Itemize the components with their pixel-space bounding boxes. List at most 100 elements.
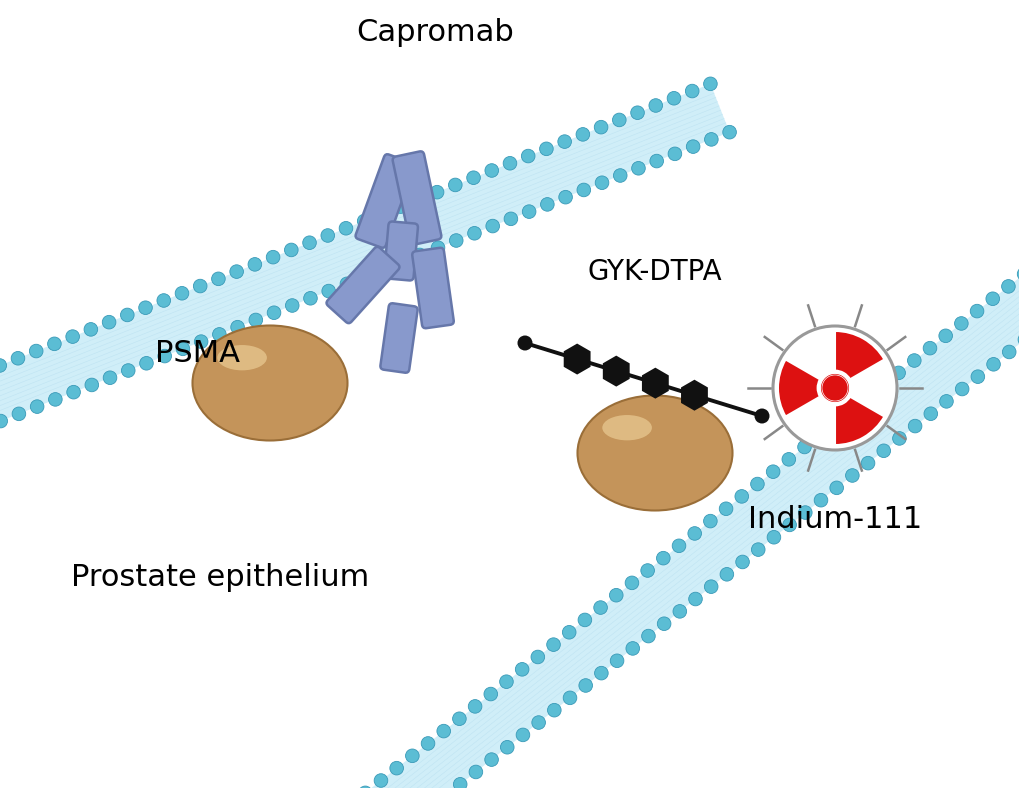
Circle shape — [12, 407, 25, 421]
Circle shape — [358, 269, 372, 284]
Circle shape — [358, 786, 372, 788]
Circle shape — [579, 678, 592, 693]
Polygon shape — [681, 380, 707, 411]
Circle shape — [212, 328, 226, 341]
Circle shape — [656, 552, 669, 565]
Circle shape — [266, 251, 279, 264]
Circle shape — [468, 700, 481, 713]
Circle shape — [467, 226, 481, 240]
Polygon shape — [602, 355, 629, 387]
Circle shape — [421, 737, 434, 750]
Circle shape — [876, 444, 890, 458]
Circle shape — [562, 691, 576, 704]
Circle shape — [819, 374, 849, 403]
Wedge shape — [777, 359, 819, 417]
Polygon shape — [0, 84, 729, 457]
Circle shape — [750, 478, 763, 491]
Circle shape — [517, 336, 532, 351]
Circle shape — [0, 414, 7, 428]
Circle shape — [1001, 280, 1014, 293]
Circle shape — [954, 317, 967, 330]
Circle shape — [626, 641, 639, 656]
Circle shape — [937, 329, 952, 343]
Circle shape — [229, 265, 244, 278]
Circle shape — [666, 91, 680, 105]
Circle shape — [703, 77, 716, 91]
Circle shape — [1017, 333, 1019, 347]
Circle shape — [393, 200, 407, 214]
Circle shape — [30, 344, 43, 358]
Circle shape — [547, 704, 560, 717]
Circle shape — [484, 164, 498, 177]
Circle shape — [817, 370, 852, 405]
Text: PSMA: PSMA — [155, 339, 239, 367]
Circle shape — [436, 724, 450, 738]
Circle shape — [612, 169, 627, 182]
Ellipse shape — [601, 415, 651, 440]
Circle shape — [656, 617, 671, 630]
Circle shape — [31, 400, 44, 414]
Circle shape — [11, 351, 24, 365]
Circle shape — [503, 212, 518, 225]
Circle shape — [923, 407, 936, 421]
Circle shape — [719, 567, 733, 581]
Circle shape — [430, 185, 443, 199]
Circle shape — [704, 132, 717, 147]
Text: Capromab: Capromab — [356, 18, 514, 47]
Circle shape — [539, 142, 552, 155]
Circle shape — [829, 481, 843, 495]
Circle shape — [452, 712, 466, 726]
Circle shape — [303, 236, 316, 250]
Wedge shape — [835, 396, 883, 445]
Circle shape — [782, 452, 795, 466]
Circle shape — [667, 147, 681, 161]
Circle shape — [631, 162, 645, 175]
Circle shape — [685, 84, 698, 98]
Circle shape — [413, 248, 426, 262]
Circle shape — [176, 342, 190, 355]
Circle shape — [102, 315, 116, 329]
Circle shape — [641, 630, 654, 643]
Circle shape — [448, 178, 462, 191]
Circle shape — [66, 385, 81, 399]
Circle shape — [735, 556, 749, 569]
FancyBboxPatch shape — [392, 151, 441, 244]
Circle shape — [376, 262, 390, 276]
Circle shape — [431, 241, 444, 255]
Circle shape — [970, 370, 983, 384]
Circle shape — [139, 301, 152, 314]
Circle shape — [120, 308, 133, 322]
Circle shape — [704, 580, 717, 593]
Text: Indium-111: Indium-111 — [747, 505, 921, 534]
Circle shape — [248, 258, 262, 271]
Circle shape — [284, 243, 298, 257]
Circle shape — [499, 675, 513, 689]
FancyBboxPatch shape — [380, 303, 417, 373]
Circle shape — [845, 469, 858, 482]
Circle shape — [625, 576, 638, 589]
Circle shape — [375, 207, 389, 221]
Circle shape — [49, 392, 62, 406]
Circle shape — [531, 716, 545, 730]
Circle shape — [593, 600, 606, 615]
Circle shape — [609, 589, 623, 602]
Circle shape — [502, 157, 517, 170]
Circle shape — [703, 515, 716, 528]
Ellipse shape — [577, 396, 732, 511]
Circle shape — [406, 749, 419, 763]
Circle shape — [485, 219, 499, 233]
Circle shape — [594, 667, 607, 680]
Polygon shape — [641, 368, 668, 399]
Circle shape — [285, 299, 299, 312]
Circle shape — [321, 229, 334, 242]
Circle shape — [985, 292, 999, 306]
Circle shape — [322, 284, 335, 298]
Circle shape — [672, 539, 685, 552]
Circle shape — [772, 326, 896, 450]
Circle shape — [860, 456, 874, 470]
Circle shape — [686, 139, 699, 154]
Circle shape — [158, 349, 171, 362]
Circle shape — [578, 613, 591, 626]
Circle shape — [673, 604, 686, 618]
Circle shape — [1002, 345, 1015, 359]
